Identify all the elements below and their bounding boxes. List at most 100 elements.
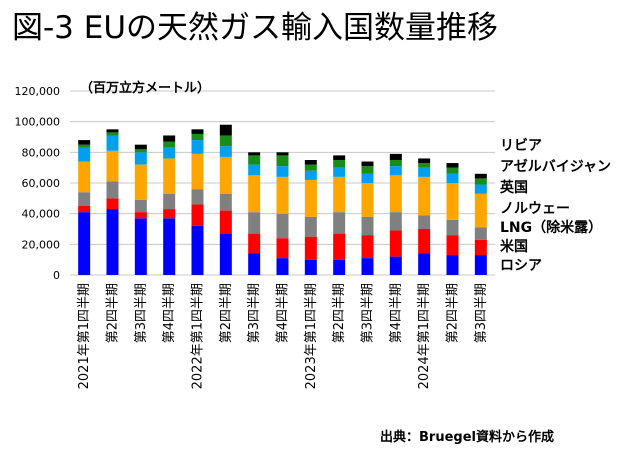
x-tick-label: 2021年第1四半期 — [77, 283, 92, 389]
bar-segment — [219, 193, 232, 211]
bar-segment — [304, 160, 317, 165]
bar-segment — [361, 216, 374, 236]
bar-segment — [248, 155, 261, 165]
unit-label: （百万立方メートル） — [80, 80, 210, 96]
bar-segment — [361, 161, 374, 167]
legend-label: リビア — [500, 138, 542, 154]
bar-segment — [248, 152, 261, 156]
x-tick-label: 第4四半期 — [162, 283, 177, 343]
bar-segment — [446, 173, 459, 183]
bar-segment — [163, 218, 176, 275]
bar-segment — [276, 155, 289, 167]
bar-segment — [418, 163, 431, 168]
bar-segment — [276, 238, 289, 259]
bar-segment — [389, 256, 402, 275]
x-tick-label: 第4四半期 — [276, 283, 291, 343]
bar-segment — [276, 213, 289, 239]
x-tick-label: 第2四半期 — [106, 283, 121, 343]
bar-segment — [304, 179, 317, 217]
bar-segment — [163, 193, 176, 210]
bar-segment — [333, 155, 346, 160]
chart-title: 図-3 EUの天然ガス輸入国数量推移 — [12, 10, 499, 46]
legend-label: 米国 — [500, 238, 528, 255]
bar-segment — [191, 204, 204, 226]
bar-segment — [219, 210, 232, 234]
x-tick-label: 第3四半期 — [361, 283, 376, 343]
bar-segment — [276, 258, 289, 275]
x-tick-label: 2024年第1四半期 — [417, 283, 432, 389]
bar-segment — [361, 235, 374, 259]
bar-segment — [248, 233, 261, 254]
bar-segment — [134, 144, 147, 150]
y-tick-label: 100,000 — [15, 116, 61, 129]
x-tick-label: 第2四半期 — [219, 283, 234, 343]
bar-segment — [78, 206, 91, 213]
bar-segment — [134, 152, 147, 165]
bar-segment — [333, 259, 346, 275]
bar-segment — [78, 161, 91, 193]
bar-segment — [276, 166, 289, 177]
bar-segment — [191, 189, 204, 205]
bar-segment — [219, 135, 232, 147]
bar-segment — [106, 132, 119, 136]
bar-segment — [191, 153, 204, 190]
legend-label: LNG（除米露） — [500, 219, 602, 236]
bar-segment — [163, 147, 176, 159]
bar-segment — [389, 160, 402, 167]
x-axis-labels: 2021年第1四半期 第2四半期 第3四半期 第4四半期 2022年第1四半期 第2四半期… — [77, 283, 489, 389]
bar-segment — [163, 158, 176, 194]
bar-segment — [446, 167, 459, 174]
bar-segment — [304, 236, 317, 260]
bar-segment — [361, 166, 374, 174]
bar-segment — [474, 239, 487, 256]
bar-segment — [191, 225, 204, 275]
bar-segment — [78, 147, 91, 162]
bar-segment — [248, 164, 261, 176]
y-tick-label: 120,000 — [15, 85, 61, 98]
y-tick-label: 20,000 — [22, 238, 61, 251]
bar-segment — [389, 153, 402, 160]
bar-segment — [219, 124, 232, 136]
bar-segment — [219, 156, 232, 194]
bar-segment — [134, 149, 147, 153]
bar-segment — [163, 209, 176, 219]
bar-segment — [418, 229, 431, 254]
x-tick-label: 第3四半期 — [134, 283, 149, 343]
bar-segment — [304, 170, 317, 180]
bar-segment — [304, 259, 317, 275]
bar-segment — [474, 227, 487, 240]
bar-segment — [106, 209, 119, 275]
bar-segment — [446, 163, 459, 168]
bar-segment — [163, 135, 176, 142]
bar-segment — [78, 192, 91, 206]
bar-segment — [304, 216, 317, 237]
bar-segment — [418, 158, 431, 164]
bar-segment — [304, 164, 317, 171]
bar-segment — [361, 173, 374, 183]
bar-segment — [134, 212, 147, 219]
bar-segment — [78, 212, 91, 275]
bar-segment — [276, 152, 289, 156]
bar-segment — [333, 176, 346, 213]
x-tick-label: 第3四半期 — [247, 283, 262, 343]
y-tick-label: 0 — [53, 269, 60, 282]
bar-segment — [446, 183, 459, 220]
bar-segment — [333, 160, 346, 168]
bar-segment — [134, 199, 147, 213]
bar-segment — [418, 176, 431, 216]
legend-label: アゼルバイジャン — [500, 158, 611, 175]
bar-segment — [134, 218, 147, 275]
y-axis: 0 20,000 40,000 60,000 80,000 100,000 120,000 — [15, 85, 61, 282]
bar-segment — [191, 133, 204, 141]
y-tick-label: 60,000 — [22, 177, 61, 190]
bar-segment — [389, 166, 402, 176]
bar-segment — [446, 235, 459, 256]
x-tick-label: 第2四半期 — [332, 283, 347, 343]
bar-segment — [474, 193, 487, 228]
bar-segment — [106, 181, 119, 199]
bar-segment — [361, 183, 374, 217]
bar-segment — [446, 219, 459, 236]
bar-segment — [191, 129, 204, 134]
